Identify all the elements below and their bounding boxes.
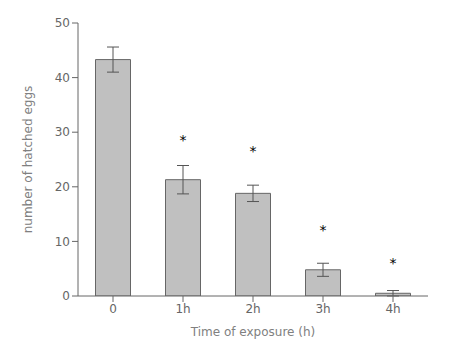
svg-text:1h: 1h xyxy=(175,302,190,316)
svg-text:30: 30 xyxy=(55,125,70,139)
svg-text:*: * xyxy=(320,222,327,238)
svg-text:10: 10 xyxy=(55,235,70,249)
svg-text:40: 40 xyxy=(55,71,70,85)
svg-text:3h: 3h xyxy=(315,302,330,316)
svg-text:2h: 2h xyxy=(245,302,260,316)
svg-text:50: 50 xyxy=(55,16,70,30)
svg-text:0: 0 xyxy=(62,289,70,303)
svg-text:*: * xyxy=(180,132,187,148)
svg-text:*: * xyxy=(250,143,257,159)
svg-text:0: 0 xyxy=(109,302,117,316)
svg-text:Time of exposure (h): Time of exposure (h) xyxy=(190,325,316,339)
svg-text:20: 20 xyxy=(55,180,70,194)
svg-text:number of hatched eggs: number of hatched eggs xyxy=(21,86,35,234)
svg-text:*: * xyxy=(390,255,397,271)
svg-text:4h: 4h xyxy=(385,302,400,316)
